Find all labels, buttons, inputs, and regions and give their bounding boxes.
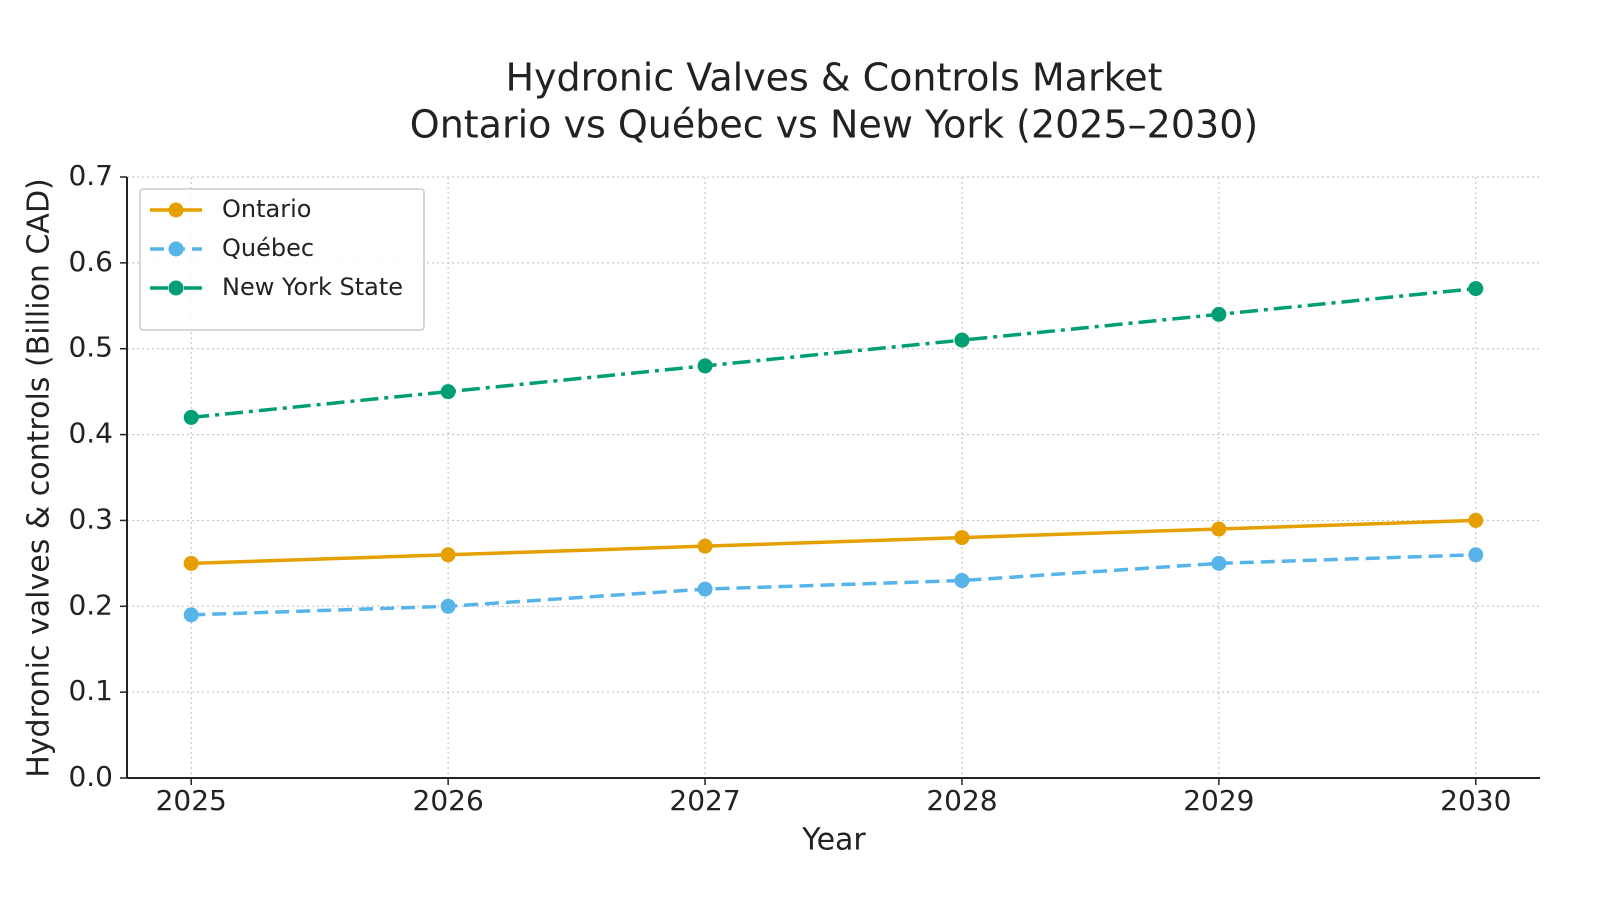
x-tick-label: 2030: [1440, 784, 1511, 817]
data-point: [1211, 521, 1227, 537]
data-point: [954, 573, 970, 589]
y-tick-label: 0.1: [68, 674, 113, 707]
data-point: [1468, 547, 1484, 563]
data-point: [183, 555, 199, 571]
x-tick-label: 2026: [413, 784, 484, 817]
data-point: [1211, 555, 1227, 571]
y-tick-label: 0.6: [68, 245, 113, 278]
y-tick-label: 0.7: [68, 159, 113, 192]
data-point: [697, 358, 713, 374]
legend-marker: [168, 280, 184, 296]
x-tick-label: 2027: [669, 784, 740, 817]
chart-subtitle: Ontario vs Québec vs New York (2025–2030…: [410, 103, 1258, 147]
y-tick-label: 0.3: [68, 502, 113, 535]
y-tick-label: 0.5: [68, 331, 113, 364]
legend-label: Québec: [222, 234, 314, 262]
y-tick-label: 0.4: [68, 417, 113, 450]
data-point: [954, 530, 970, 546]
legend-label: Ontario: [222, 195, 311, 223]
x-tick-label: 2028: [926, 784, 997, 817]
series-line: [191, 518, 1476, 566]
data-point: [697, 581, 713, 597]
data-point: [1211, 306, 1227, 322]
legend-marker: [168, 241, 184, 257]
x-tick-label: 2029: [1183, 784, 1254, 817]
series-line: [191, 286, 1476, 420]
legend: Ontario Québec New York State: [139, 188, 425, 331]
x-tick-label: 2025: [156, 784, 227, 817]
y-axis-label: Hydronic valves & controls (Billion CAD): [22, 178, 57, 778]
y-tick-label: 0.0: [68, 760, 113, 793]
data-point: [183, 409, 199, 425]
data-point: [1468, 512, 1484, 528]
data-point: [440, 598, 456, 614]
data-point: [440, 384, 456, 400]
chart-title: Hydronic Valves & Controls Market: [505, 56, 1162, 100]
legend-box: [139, 188, 425, 331]
y-tick-label: 0.2: [68, 588, 113, 621]
data-point: [954, 332, 970, 348]
data-point: [440, 547, 456, 563]
x-axis-label: Year: [801, 823, 866, 858]
data-point: [183, 607, 199, 623]
legend-marker: [168, 202, 184, 218]
data-point: [697, 538, 713, 554]
series-line: [191, 553, 1476, 617]
data-point: [1468, 281, 1484, 297]
legend-label: New York State: [222, 273, 403, 301]
